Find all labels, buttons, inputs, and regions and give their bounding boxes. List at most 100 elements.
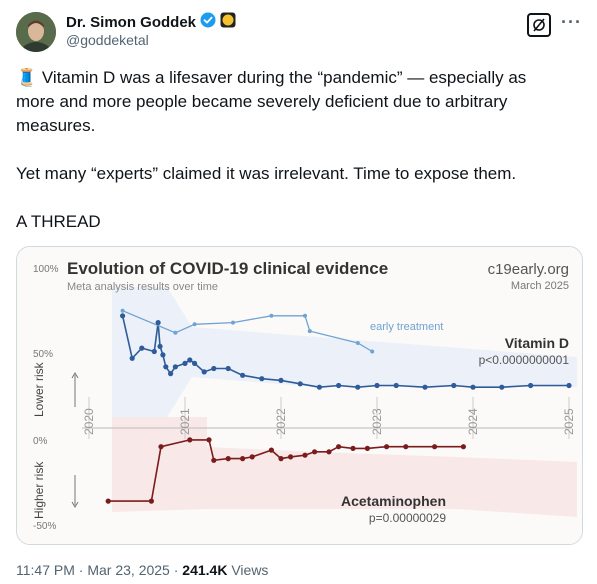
data-point (192, 322, 197, 327)
data-point (268, 447, 274, 453)
data-point (288, 454, 294, 460)
x-tick-label: 2025 (562, 408, 576, 435)
data-point (192, 360, 198, 366)
data-point (355, 341, 360, 345)
data-point (336, 382, 342, 389)
data-point (211, 457, 217, 463)
tweet-line: A THREAD (16, 212, 101, 231)
tweet-line: more and more people became severely def… (16, 92, 508, 111)
data-point (151, 348, 157, 355)
data-point (120, 308, 125, 313)
data-point (326, 449, 332, 455)
data-point (168, 371, 174, 377)
data-point (163, 364, 169, 370)
y-tick: 50% (33, 349, 53, 360)
data-point (201, 369, 207, 375)
chart-title: Evolution of COVID-19 clinical evidence (67, 259, 388, 278)
data-point (240, 372, 246, 378)
data-point (374, 382, 380, 389)
data-point (499, 384, 505, 390)
vitd-confidence-band (112, 287, 577, 417)
y-tick: 100% (33, 264, 59, 275)
tweet-line: Yet many “experts” claimed it was irrele… (16, 164, 517, 183)
data-point (302, 452, 308, 458)
chart-brand-date: March 2025 (511, 280, 569, 292)
author-name[interactable]: Dr. Simon Goddek (66, 13, 197, 31)
avatar[interactable] (16, 12, 56, 52)
data-point (139, 345, 145, 351)
data-point (172, 364, 178, 370)
author-handle[interactable]: @goddeketal (66, 32, 149, 48)
data-point (225, 456, 231, 462)
acet-confidence-band (112, 417, 577, 517)
series-note-vitd: p<0.0000000001 (479, 353, 570, 367)
series-line-2 (108, 439, 464, 502)
data-point (173, 330, 178, 335)
evidence-chart: Evolution of COVID-19 clinical evidence … (17, 247, 582, 544)
x-tick-label: 2022 (274, 408, 288, 435)
tweet-line: 🧵 Vitamin D was a lifesaver during the “… (16, 68, 527, 87)
data-point (393, 382, 399, 389)
verified-badge-icon (200, 12, 216, 32)
data-point (129, 355, 135, 361)
x-tick-label: 2020 (82, 408, 96, 435)
data-point (240, 456, 246, 462)
data-point (403, 444, 409, 450)
data-point (384, 444, 390, 450)
series-label-early: early treatment (370, 321, 443, 333)
data-point (120, 313, 126, 319)
author-row: Dr. Simon Goddek (66, 12, 236, 32)
data-point (105, 498, 111, 504)
data-point (269, 313, 274, 318)
data-point (278, 377, 284, 383)
tweet-meta: 11:47 PM · Mar 23, 2025 · 241.4K Views (16, 562, 268, 578)
data-point (157, 343, 163, 349)
data-point (160, 352, 166, 358)
data-point (350, 445, 356, 451)
data-point (355, 384, 361, 390)
data-point (303, 313, 307, 318)
grok-button[interactable] (527, 13, 551, 37)
data-point (231, 320, 235, 325)
chart-brand: c19early.org (488, 261, 569, 278)
affiliate-badge-icon (220, 12, 236, 32)
data-point (249, 454, 255, 460)
more-options-icon[interactable]: ··· (561, 12, 582, 32)
y-tick: -50% (33, 521, 56, 532)
grok-icon (533, 18, 545, 32)
tweet-time[interactable]: 11:47 PM (16, 562, 75, 578)
data-point (312, 449, 318, 455)
chart-subtitle: Meta analysis results over time (67, 281, 218, 293)
views-label: Views (231, 562, 269, 578)
data-point (528, 382, 534, 389)
tweet-line: measures. (16, 116, 96, 135)
data-point (187, 357, 193, 363)
x-tick-label: 2023 (370, 408, 384, 435)
data-point (155, 320, 161, 326)
views-count: 241.4K (182, 562, 228, 578)
data-point (451, 382, 457, 389)
data-point (422, 384, 428, 390)
data-point (297, 381, 303, 387)
data-point (259, 376, 265, 382)
data-point (187, 437, 193, 443)
data-point (460, 444, 466, 450)
lower-risk-label: Lower risk (32, 361, 46, 417)
data-point (316, 384, 322, 390)
higher-risk-label: Higher risk (32, 461, 46, 519)
data-point (566, 382, 572, 389)
data-point (206, 437, 212, 443)
series-note-acet: p=0.00000029 (369, 511, 446, 525)
data-point (148, 498, 154, 504)
tweet-date[interactable]: Mar 23, 2025 (87, 562, 170, 578)
data-point (336, 444, 342, 450)
data-point (158, 444, 164, 450)
data-point (470, 384, 476, 390)
data-point (432, 444, 438, 450)
data-point (182, 360, 188, 366)
tweet-text: 🧵 Vitamin D was a lifesaver during the “… (16, 66, 581, 234)
data-point (278, 456, 284, 462)
separator: · (173, 562, 179, 578)
separator: · (78, 562, 84, 578)
tweet-media-chart[interactable]: Evolution of COVID-19 clinical evidence … (16, 246, 583, 545)
